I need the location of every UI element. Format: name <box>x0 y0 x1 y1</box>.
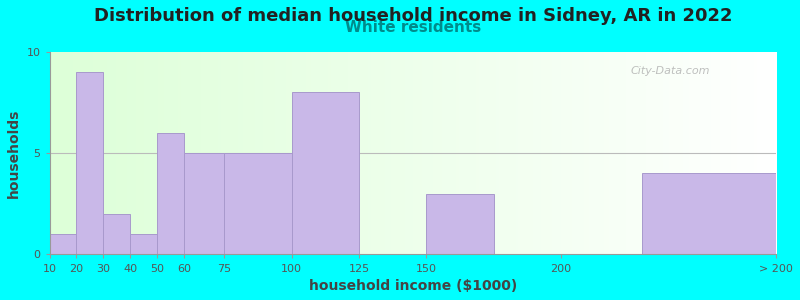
Bar <box>130 234 157 254</box>
Text: White residents: White residents <box>345 20 481 35</box>
Title: Distribution of median household income in Sidney, AR in 2022: Distribution of median household income … <box>94 7 732 25</box>
X-axis label: household income ($1000): household income ($1000) <box>309 279 517 293</box>
Bar <box>642 173 776 254</box>
Bar <box>184 153 225 254</box>
Text: City-Data.com: City-Data.com <box>630 66 710 76</box>
Bar <box>50 234 77 254</box>
Bar <box>77 72 103 254</box>
Bar <box>225 153 292 254</box>
Bar <box>426 194 494 254</box>
Bar <box>292 92 359 254</box>
Bar <box>157 133 184 254</box>
Y-axis label: households: households <box>7 108 21 198</box>
Bar <box>103 214 130 254</box>
